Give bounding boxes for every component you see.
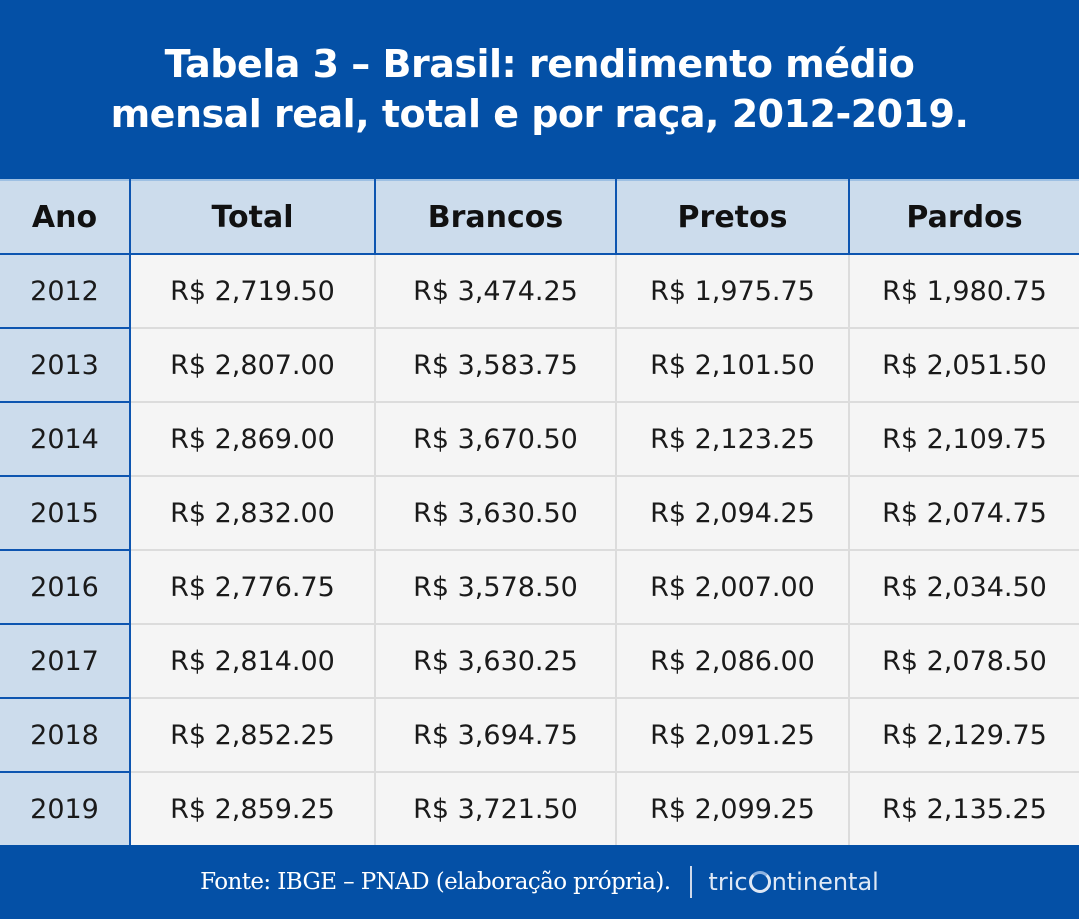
table-row: 2015 R$ 2,832.00 R$ 3,630.50 R$ 2,094.25… xyxy=(0,476,1079,551)
income-table: Ano Total Brancos Pretos Pardos 2012 R$ … xyxy=(0,179,1079,846)
year-cell: 2017 xyxy=(0,624,131,699)
pardos-cell: R$ 2,078.50 xyxy=(849,624,1079,699)
title-banner: Tabela 3 – Brasil: rendimento médio mens… xyxy=(0,0,1079,179)
table-header-row: Ano Total Brancos Pretos Pardos xyxy=(0,179,1079,255)
total-cell: R$ 2,852.25 xyxy=(130,698,376,773)
table-row: 2017 R$ 2,814.00 R$ 3,630.25 R$ 2,086.00… xyxy=(0,624,1079,699)
pardos-cell: R$ 2,034.50 xyxy=(849,550,1079,625)
pretos-cell: R$ 1,975.75 xyxy=(616,254,850,329)
year-cell: 2019 xyxy=(0,772,131,846)
column-header-ano: Ano xyxy=(0,179,131,255)
table-row: 2016 R$ 2,776.75 R$ 3,578.50 R$ 2,007.00… xyxy=(0,550,1079,625)
pardos-cell: R$ 2,129.75 xyxy=(849,698,1079,773)
brancos-cell: R$ 3,578.50 xyxy=(375,550,617,625)
column-header-pretos: Pretos xyxy=(616,179,850,255)
pardos-cell: R$ 1,980.75 xyxy=(849,254,1079,329)
pardos-cell: R$ 2,051.50 xyxy=(849,328,1079,403)
pretos-cell: R$ 2,086.00 xyxy=(616,624,850,699)
source-note: Fonte: IBGE – PNAD (elaboração própria). xyxy=(200,869,671,895)
total-cell: R$ 2,869.00 xyxy=(130,402,376,477)
tricontinental-logo: tric ntinental xyxy=(708,868,878,896)
table-row: 2019 R$ 2,859.25 R$ 3,721.50 R$ 2,099.25… xyxy=(0,772,1079,846)
income-table-container: Ano Total Brancos Pretos Pardos 2012 R$ … xyxy=(0,179,1079,846)
pretos-cell: R$ 2,091.25 xyxy=(616,698,850,773)
table-row: 2013 R$ 2,807.00 R$ 3,583.75 R$ 2,101.50… xyxy=(0,328,1079,403)
brancos-cell: R$ 3,694.75 xyxy=(375,698,617,773)
column-header-total: Total xyxy=(130,179,376,255)
year-cell: 2018 xyxy=(0,698,131,773)
total-cell: R$ 2,807.00 xyxy=(130,328,376,403)
pardos-cell: R$ 2,074.75 xyxy=(849,476,1079,551)
pretos-cell: R$ 2,101.50 xyxy=(616,328,850,403)
logo-mark-icon xyxy=(748,871,771,893)
pardos-cell: R$ 2,135.25 xyxy=(849,772,1079,846)
table-row: 2014 R$ 2,869.00 R$ 3,670.50 R$ 2,123.25… xyxy=(0,402,1079,477)
pretos-cell: R$ 2,007.00 xyxy=(616,550,850,625)
total-cell: R$ 2,776.75 xyxy=(130,550,376,625)
table-row: 2012 R$ 2,719.50 R$ 3,474.25 R$ 1,975.75… xyxy=(0,254,1079,329)
brancos-cell: R$ 3,721.50 xyxy=(375,772,617,846)
logo-text-right: ntinental xyxy=(771,868,879,896)
title-line-1: Tabela 3 – Brasil: rendimento médio xyxy=(164,41,915,86)
brancos-cell: R$ 3,630.25 xyxy=(375,624,617,699)
column-header-pardos: Pardos xyxy=(849,179,1079,255)
total-cell: R$ 2,859.25 xyxy=(130,772,376,846)
table-title: Tabela 3 – Brasil: rendimento médio mens… xyxy=(111,39,969,139)
year-cell: 2013 xyxy=(0,328,131,403)
footer-divider xyxy=(690,866,693,898)
brancos-cell: R$ 3,630.50 xyxy=(375,476,617,551)
year-cell: 2015 xyxy=(0,476,131,551)
table-row: 2018 R$ 2,852.25 R$ 3,694.75 R$ 2,091.25… xyxy=(0,698,1079,773)
total-cell: R$ 2,719.50 xyxy=(130,254,376,329)
title-line-2: mensal real, total e por raça, 2012-2019… xyxy=(110,91,969,136)
column-header-brancos: Brancos xyxy=(375,179,617,255)
brancos-cell: R$ 3,670.50 xyxy=(375,402,617,477)
brancos-cell: R$ 3,583.75 xyxy=(375,328,617,403)
pretos-cell: R$ 2,094.25 xyxy=(616,476,850,551)
footer-bar: Fonte: IBGE – PNAD (elaboração própria).… xyxy=(0,845,1079,919)
year-cell: 2014 xyxy=(0,402,131,477)
pretos-cell: R$ 2,099.25 xyxy=(616,772,850,846)
logo-text-left: tric xyxy=(708,868,748,896)
year-cell: 2012 xyxy=(0,254,131,329)
year-cell: 2016 xyxy=(0,550,131,625)
total-cell: R$ 2,832.00 xyxy=(130,476,376,551)
brancos-cell: R$ 3,474.25 xyxy=(375,254,617,329)
total-cell: R$ 2,814.00 xyxy=(130,624,376,699)
pardos-cell: R$ 2,109.75 xyxy=(849,402,1079,477)
pretos-cell: R$ 2,123.25 xyxy=(616,402,850,477)
